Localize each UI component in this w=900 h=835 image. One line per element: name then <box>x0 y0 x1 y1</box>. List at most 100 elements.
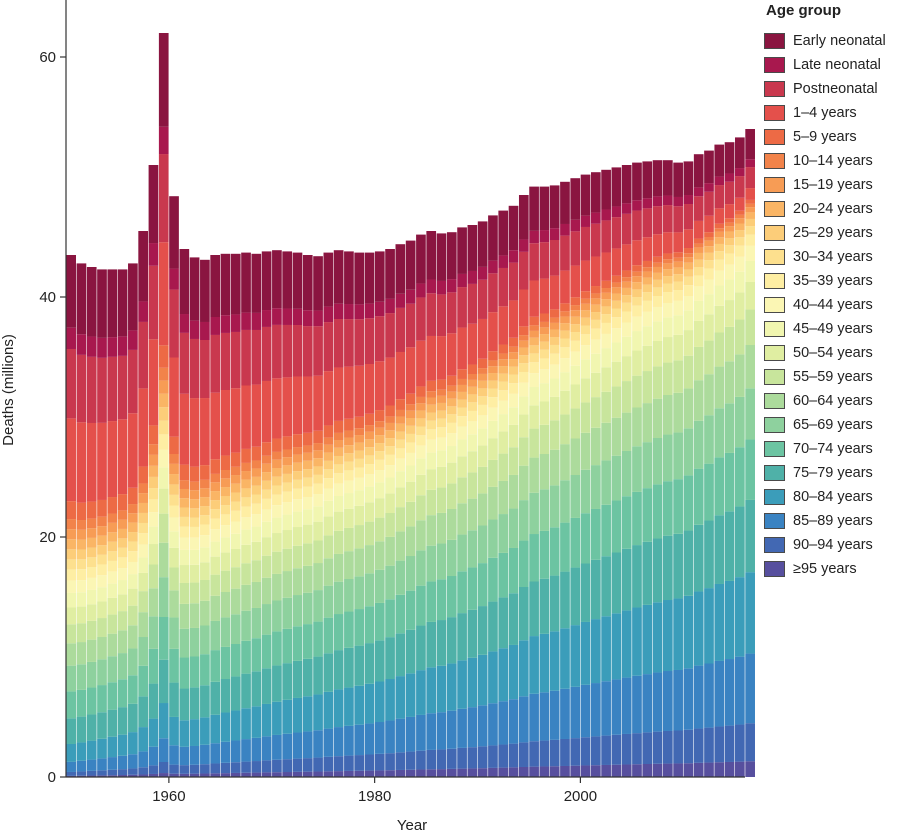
bar-segment <box>97 499 107 517</box>
bar-segment <box>745 761 755 777</box>
bar-segment <box>467 374 478 380</box>
bar-segment <box>621 764 632 777</box>
bar-segment <box>86 537 97 548</box>
bar-segment <box>570 340 581 352</box>
bar-segment <box>724 238 735 246</box>
bar-segment <box>323 728 334 757</box>
bar-segment <box>282 449 293 458</box>
bar-segment <box>745 199 755 204</box>
bar-segment <box>179 765 190 774</box>
bar-segment <box>693 247 704 253</box>
bar-segment <box>693 420 704 469</box>
bar-segment <box>354 505 365 526</box>
bar-segment <box>282 308 293 325</box>
bar-segment <box>158 762 169 774</box>
bar-segment <box>179 582 190 604</box>
bar-segment <box>704 520 714 589</box>
bar-segment <box>128 349 138 414</box>
bar-segment <box>344 770 354 777</box>
bar-segment <box>611 217 622 249</box>
bar-segment <box>302 310 313 327</box>
bar-segment <box>601 616 611 682</box>
bar-segment <box>724 218 735 223</box>
bar-segment <box>724 173 735 182</box>
bar-segment <box>477 396 488 405</box>
bar-segment <box>611 500 622 553</box>
bar-segment <box>354 319 365 366</box>
bar-segment <box>446 391 457 399</box>
bar-segment <box>549 378 560 397</box>
bar-segment <box>333 689 344 728</box>
bar-segment <box>86 567 97 578</box>
bar-segment <box>97 545 107 555</box>
bar-segment <box>714 243 725 252</box>
bar-segment <box>663 317 673 338</box>
bar-segment <box>735 168 745 177</box>
bar-segment <box>76 502 87 521</box>
bar-segment <box>580 298 591 304</box>
bar-segment <box>426 279 437 294</box>
bar-segment <box>251 460 262 469</box>
bar-segment <box>385 313 395 358</box>
bar-segment <box>251 468 262 477</box>
bar-segment <box>611 328 622 343</box>
bar-segment <box>632 764 642 777</box>
bar-segment <box>683 388 694 429</box>
bar-segment <box>457 426 467 440</box>
bar-segment <box>354 576 365 610</box>
legend-item: 70–74 years <box>764 437 900 461</box>
bar-segment <box>117 538 128 548</box>
bar-segment <box>611 308 622 318</box>
bar-segment <box>179 332 190 394</box>
bar-segment <box>374 569 385 603</box>
bar-segment <box>745 439 755 500</box>
bar-segment <box>169 505 179 518</box>
bar-segment <box>344 508 354 528</box>
bar-segment <box>272 438 282 452</box>
bar-segment <box>261 509 272 522</box>
bar-segment <box>416 474 426 496</box>
bar-segment <box>261 555 272 578</box>
bar-segment <box>488 486 498 520</box>
bar-segment <box>292 252 303 309</box>
bar-segment <box>652 763 663 777</box>
bar-segment <box>292 499 303 512</box>
bar-segment <box>128 648 138 676</box>
bar-segment <box>261 442 272 456</box>
bar-segment <box>323 371 334 426</box>
legend-label: 45–49 years <box>793 321 873 337</box>
bar-segment <box>323 322 334 372</box>
bar-segment <box>416 750 426 770</box>
bar-segment <box>261 521 272 538</box>
bar-segment <box>477 563 488 607</box>
bar-segment <box>714 457 725 516</box>
bar-segment <box>446 508 457 540</box>
bar-segment <box>148 746 159 766</box>
bar-segment <box>590 508 601 560</box>
bar-segment <box>518 347 529 356</box>
bar-segment <box>169 436 179 454</box>
bar-segment <box>76 623 87 643</box>
bar-segment <box>323 691 334 729</box>
bar-segment <box>446 483 457 509</box>
bar-segment <box>97 636 107 660</box>
bar-segment <box>374 753 385 771</box>
bar-segment <box>539 321 550 328</box>
bar-segment <box>354 435 365 443</box>
bar-segment <box>601 288 611 293</box>
bar-segment <box>385 405 395 417</box>
bar-segment <box>724 204 735 219</box>
bar-segment <box>539 530 550 579</box>
bar-segment <box>66 771 76 776</box>
bar-segment <box>498 255 509 268</box>
bar-segment <box>374 316 385 362</box>
bar-segment <box>261 634 272 669</box>
bar-segment <box>210 773 221 777</box>
bar-segment <box>488 438 498 460</box>
bar-segment <box>652 262 663 267</box>
bar-segment <box>107 597 118 615</box>
legend-swatch <box>764 417 785 433</box>
bar-segment <box>344 437 354 446</box>
legend-swatch <box>764 465 785 481</box>
bar-segment <box>601 209 611 221</box>
